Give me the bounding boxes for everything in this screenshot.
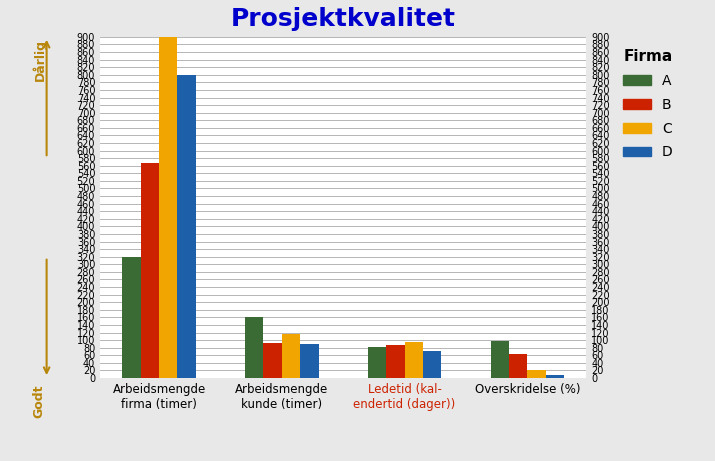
Bar bbox=[122, 257, 141, 378]
Bar bbox=[490, 341, 509, 378]
Bar bbox=[159, 37, 177, 378]
Bar bbox=[141, 163, 159, 378]
Bar bbox=[386, 345, 405, 378]
Bar bbox=[300, 344, 319, 378]
Title: Prosjektkvalitet: Prosjektkvalitet bbox=[231, 7, 455, 31]
Bar bbox=[245, 317, 263, 378]
Bar bbox=[405, 342, 423, 378]
Legend: A, B, C, D: A, B, C, D bbox=[618, 44, 679, 165]
Bar bbox=[263, 343, 282, 378]
Bar bbox=[546, 375, 564, 378]
Text: Dårlig: Dårlig bbox=[32, 39, 46, 81]
Bar bbox=[509, 354, 528, 378]
Bar bbox=[528, 370, 546, 378]
Text: Godt: Godt bbox=[33, 384, 46, 418]
Bar bbox=[368, 347, 386, 378]
Bar bbox=[423, 351, 441, 378]
Bar bbox=[177, 75, 196, 378]
Bar bbox=[282, 334, 300, 378]
